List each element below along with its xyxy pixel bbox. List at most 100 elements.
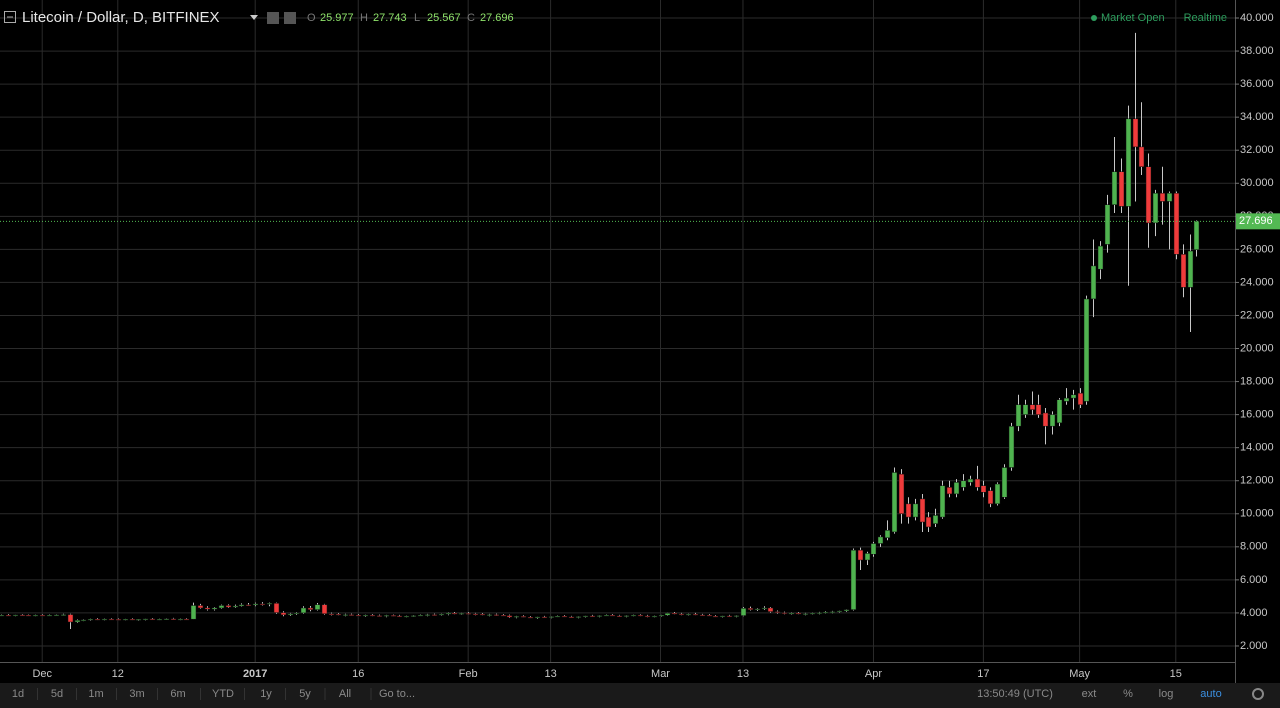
option-button[interactable]: ext xyxy=(1082,688,1097,700)
collapse-icon[interactable] xyxy=(4,11,16,23)
candle-body xyxy=(472,613,479,615)
candle-body xyxy=(280,612,287,616)
range-button[interactable]: 1m xyxy=(88,688,103,700)
candle-body xyxy=(816,612,823,614)
candle-body xyxy=(273,603,280,613)
candle-body xyxy=(623,615,630,617)
candle-body xyxy=(300,607,307,614)
candle-body xyxy=(1166,192,1173,202)
x-tick-label: 2017 xyxy=(243,668,267,680)
hide-icon[interactable] xyxy=(284,12,296,24)
settings-gear[interactable] xyxy=(1252,688,1264,700)
candle-body xyxy=(314,604,321,610)
settings-icon[interactable] xyxy=(267,12,279,24)
candle-body xyxy=(101,618,108,621)
candle-body xyxy=(1083,298,1090,402)
candle-body xyxy=(238,604,245,607)
candle-body xyxy=(527,616,534,619)
candle-body xyxy=(699,614,706,617)
range-button[interactable]: Go to... xyxy=(379,688,415,700)
candle-body xyxy=(135,619,142,621)
candle-body xyxy=(548,616,555,618)
candle-body xyxy=(898,473,905,515)
candle-body xyxy=(912,503,919,518)
candle-body xyxy=(376,615,383,617)
candle-body xyxy=(932,515,939,524)
range-button[interactable]: 1d xyxy=(12,688,24,700)
range-button[interactable]: All xyxy=(339,688,351,700)
candle-body xyxy=(438,613,445,616)
candle-body xyxy=(974,478,981,488)
x-tick-label: Mar xyxy=(651,668,670,680)
candle-body xyxy=(328,613,335,615)
candle-body xyxy=(1118,171,1125,207)
candle-body xyxy=(417,614,424,617)
candle-body xyxy=(307,607,314,610)
y-tick-label: 8.000 xyxy=(1240,541,1268,553)
candle-body xyxy=(500,614,507,617)
range-button[interactable]: 5y xyxy=(299,688,311,700)
option-button[interactable]: % xyxy=(1123,688,1133,700)
range-button[interactable]: 1y xyxy=(260,688,272,700)
y-tick-label: 32.000 xyxy=(1240,144,1274,156)
candle-body xyxy=(493,614,500,616)
candle-body xyxy=(534,616,541,619)
status-dot xyxy=(1091,15,1097,21)
y-tick-label: 26.000 xyxy=(1240,243,1274,255)
candle-body xyxy=(658,614,665,617)
candle-body xyxy=(1063,397,1070,402)
y-tick-label: 20.000 xyxy=(1240,342,1274,354)
candle-body xyxy=(747,608,754,610)
candle-body xyxy=(754,608,761,611)
candle-body xyxy=(1029,404,1036,410)
x-tick-label: 15 xyxy=(1170,668,1182,680)
candle-body xyxy=(919,498,926,523)
candle-body xyxy=(1145,166,1152,224)
option-button[interactable]: log xyxy=(1159,688,1174,700)
candle-body xyxy=(589,615,596,618)
candle-body xyxy=(802,613,809,615)
y-tick-label: 38.000 xyxy=(1240,45,1274,57)
candle-body xyxy=(218,605,225,609)
candle-body xyxy=(156,618,163,621)
candle-body xyxy=(960,480,967,488)
y-tick-label: 40.000 xyxy=(1240,12,1274,24)
candle-body xyxy=(108,618,115,621)
candle-body xyxy=(87,618,94,621)
candle-body xyxy=(1035,404,1042,415)
ohlc-key: H xyxy=(360,12,368,24)
candle-body xyxy=(67,614,74,623)
candle-body xyxy=(403,615,410,618)
candle-body xyxy=(630,614,637,617)
range-button[interactable]: 5d xyxy=(51,688,63,700)
range-button[interactable]: YTD xyxy=(212,688,234,700)
candle-body xyxy=(925,516,932,528)
y-tick-label: 22.000 xyxy=(1240,309,1274,321)
candle-body xyxy=(864,553,871,561)
candle-body xyxy=(891,472,898,533)
candle-body xyxy=(335,613,342,616)
candle-body xyxy=(1132,118,1139,148)
candle-body xyxy=(5,614,12,617)
option-button[interactable]: auto xyxy=(1200,688,1221,700)
clock: 13:50:49 (UTC) xyxy=(977,688,1053,700)
symbol-title[interactable]: Litecoin / Dollar, D, BITFINEX xyxy=(22,9,220,26)
x-tick-label: Feb xyxy=(459,668,478,680)
ohlc-key: O xyxy=(307,12,316,24)
y-tick-label: 30.000 xyxy=(1240,177,1274,189)
range-button[interactable]: 6m xyxy=(170,688,185,700)
candle-body xyxy=(53,614,60,617)
candle-body xyxy=(685,613,692,616)
candle-body xyxy=(946,487,953,495)
range-button[interactable]: 3m xyxy=(129,688,144,700)
candle-body xyxy=(170,618,177,620)
candle-body xyxy=(245,604,252,606)
candle-body xyxy=(424,614,431,616)
candle-body xyxy=(266,603,273,605)
symbol-menu-arrow[interactable] xyxy=(250,15,258,20)
candle-body xyxy=(644,615,651,618)
candle-body xyxy=(843,609,850,612)
candle-body xyxy=(1111,171,1118,205)
candle-body xyxy=(1042,412,1049,427)
